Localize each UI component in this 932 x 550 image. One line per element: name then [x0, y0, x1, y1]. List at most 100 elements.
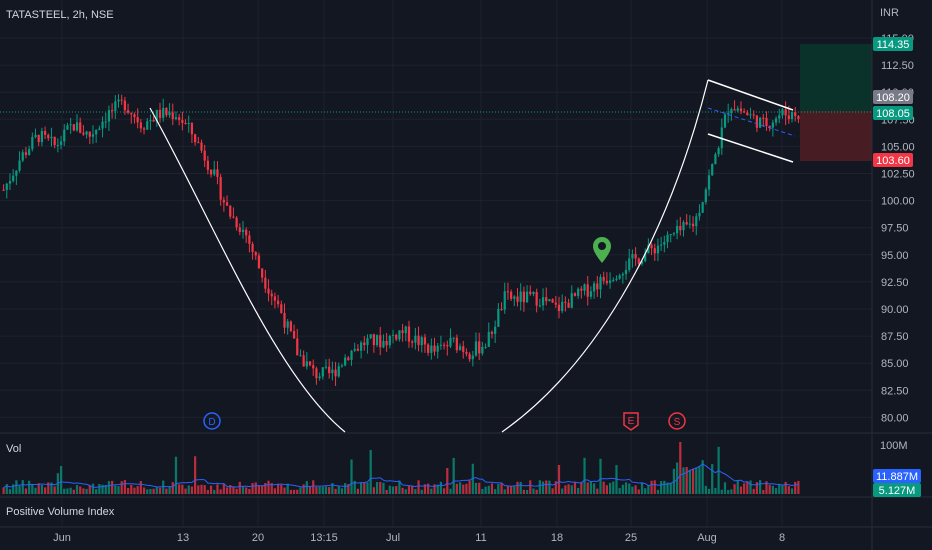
candle-body [356, 348, 360, 351]
candle-body [650, 244, 653, 249]
candle-body [43, 131, 47, 135]
volume-bar [123, 480, 127, 494]
volume-bar [72, 489, 75, 494]
candle-body [436, 345, 439, 352]
price-tag-bg [873, 37, 913, 51]
time-tick-label: Aug [697, 532, 717, 544]
volume-bar [98, 483, 101, 494]
price-tag-label: 108.05 [876, 108, 910, 120]
volume-bar [85, 488, 88, 494]
candle-body [707, 175, 711, 190]
volume-bar [66, 488, 69, 494]
split-marker[interactable]: S [668, 412, 686, 430]
volume-bar [660, 481, 663, 494]
candle-body [647, 244, 650, 254]
volume-bar [235, 488, 238, 494]
volume-bar [490, 483, 494, 494]
volume-bar [21, 480, 24, 494]
volume-bar [356, 488, 360, 494]
volume-pane-label[interactable]: Vol [6, 443, 21, 455]
volume-bar [640, 482, 644, 494]
candle-body [746, 112, 749, 116]
symbol-title[interactable]: TATASTEEL, 2h, NSE [6, 9, 114, 21]
candle-body [762, 117, 765, 119]
volume-bar [350, 459, 353, 494]
volume-bar [634, 485, 637, 494]
candle-body [264, 277, 267, 289]
candle-body [53, 136, 56, 146]
candle-body [608, 280, 612, 283]
volume-bar [506, 486, 510, 494]
candle-body [688, 223, 691, 225]
candle-body [506, 291, 510, 293]
candle-body [158, 109, 162, 118]
candle-body [382, 340, 385, 348]
volume-bar [701, 460, 704, 494]
volume-bar [283, 487, 286, 494]
earnings-marker[interactable]: E [623, 412, 639, 431]
volume-bar [104, 485, 107, 494]
candle-body [605, 280, 609, 283]
volume-bar [395, 486, 398, 494]
volume-bar [554, 481, 557, 494]
candle-body [369, 334, 372, 339]
candle-body [529, 291, 532, 295]
candle-body [162, 108, 165, 118]
candle-body [209, 169, 213, 175]
volume-bar [510, 485, 513, 494]
volume-bar [647, 485, 650, 494]
volume-bar [197, 485, 200, 494]
currency-label[interactable]: INR [880, 7, 899, 19]
candle-body [235, 217, 238, 228]
candle-body [146, 121, 149, 130]
volume-bar [628, 483, 631, 494]
candle-body [56, 144, 59, 146]
volume-bar [174, 456, 178, 494]
time-tick-label: 25 [625, 532, 637, 544]
volume-bar [599, 458, 602, 494]
candle-body [340, 365, 344, 367]
volume-bar [698, 466, 701, 494]
candle-body [730, 109, 733, 114]
volume-bar [209, 485, 213, 494]
candle-body [59, 141, 63, 145]
volume-bar [34, 487, 37, 494]
volume-bar [206, 489, 210, 494]
price-tag-label: 108.20 [876, 92, 910, 104]
candle-body [599, 276, 602, 290]
indicator-pane-label[interactable]: Positive Volume Index [6, 506, 115, 518]
candle-body [222, 199, 225, 203]
candle-body [114, 101, 117, 111]
candle-body [248, 235, 251, 244]
time-axis[interactable]: Jun 13 20 13:15 Jul 11 18 25 Aug 8 [53, 532, 785, 544]
candle-body [695, 216, 698, 227]
candle-body [379, 335, 382, 348]
volume-bar [618, 488, 621, 494]
candle-body [771, 122, 774, 128]
price-tick-label: 100.00 [881, 196, 915, 208]
volume-bar [650, 480, 653, 494]
price-tick-label: 80.00 [881, 412, 909, 424]
candle-body [637, 258, 640, 264]
candle-body [257, 255, 261, 269]
volume-bar [442, 488, 446, 494]
volume-bar [238, 481, 241, 494]
candle-body [516, 296, 519, 302]
candle-body [541, 297, 545, 306]
candle-body [698, 212, 701, 217]
candle-body [439, 344, 443, 346]
volume-bar [691, 468, 695, 494]
candle-body [283, 312, 286, 328]
candle-body [423, 337, 427, 345]
volume-bar [359, 482, 363, 494]
candle-body [458, 346, 462, 351]
volume-bar [637, 489, 640, 494]
dividend-marker[interactable]: D [203, 412, 221, 430]
candle-body [315, 368, 318, 379]
volume-bar [28, 480, 31, 494]
candle-body [149, 119, 152, 122]
volume-bar [280, 484, 283, 494]
volume-tag-label: 11.887M [876, 471, 918, 483]
location-pin-icon[interactable] [593, 237, 611, 263]
